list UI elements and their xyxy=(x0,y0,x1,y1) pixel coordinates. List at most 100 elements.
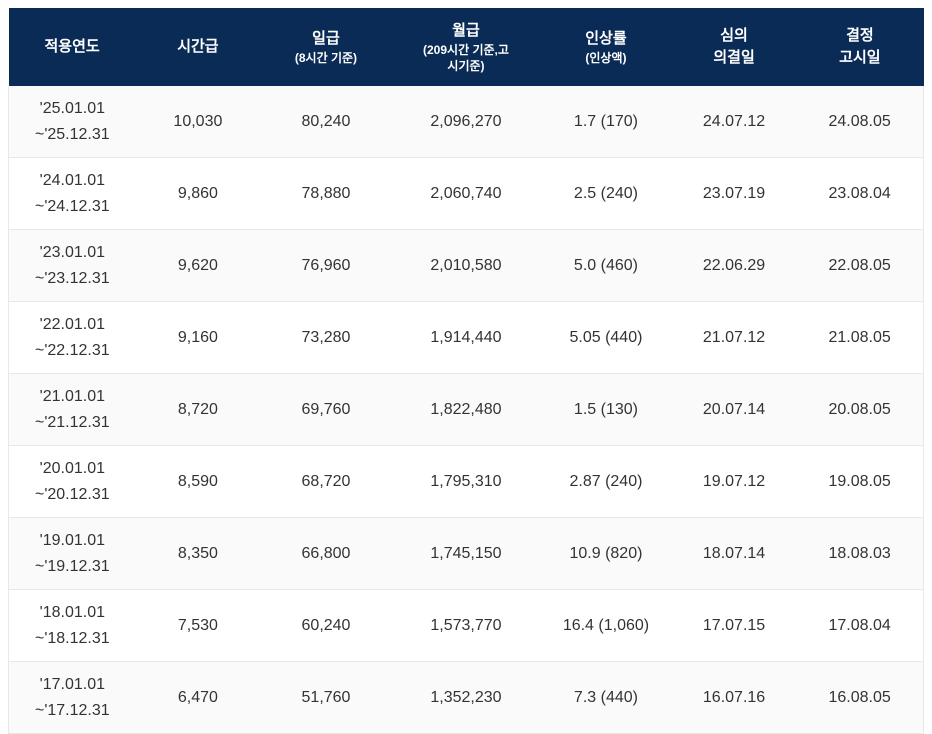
col-header-notice-date: 결정 고시일 xyxy=(796,8,924,86)
cell-daily-wage: 80,240 xyxy=(260,86,392,158)
cell-apply-year: '21.01.01 ~'21.12.31 xyxy=(7,373,136,446)
cell-daily-wage: 68,720 xyxy=(260,445,392,518)
apply-year-start: '24.01.01 xyxy=(39,171,105,189)
cell-increase-rate: 7.3 (440) xyxy=(540,661,672,734)
col-header-sublabel: (8시간 기준) xyxy=(294,50,358,65)
col-header-decision-date: 심의 의결일 xyxy=(671,8,797,86)
cell-daily-wage: 76,960 xyxy=(260,229,392,302)
apply-year-start: '25.01.01 xyxy=(39,99,105,117)
cell-apply-year: '25.01.01 ~'25.12.31 xyxy=(7,86,136,158)
cell-increase-rate: 2.5 (240) xyxy=(540,157,672,230)
cell-notice-date: 19.08.05 xyxy=(796,445,925,518)
cell-apply-year: '17.01.01 ~'17.12.31 xyxy=(7,661,136,734)
cell-hourly-wage: 6,470 xyxy=(135,661,261,734)
apply-year-end: ~'23.12.31 xyxy=(34,269,110,287)
cell-hourly-wage: 8,590 xyxy=(135,445,261,518)
cell-monthly-wage: 1,352,230 xyxy=(391,661,541,734)
cell-daily-wage: 69,760 xyxy=(260,373,392,446)
cell-notice-date: 16.08.05 xyxy=(796,661,925,734)
col-header-daily-wage: 일급 (8시간 기준) xyxy=(260,8,392,86)
cell-daily-wage: 60,240 xyxy=(260,589,392,662)
cell-monthly-wage: 1,795,310 xyxy=(391,445,541,518)
apply-year-start: '20.01.01 xyxy=(39,459,105,477)
col-header-label2: 고시일 xyxy=(839,49,881,66)
apply-year-start: '21.01.01 xyxy=(39,387,105,405)
cell-hourly-wage: 9,620 xyxy=(135,229,261,302)
table-row: '24.01.01 ~'24.12.31 9,860 78,880 2,060,… xyxy=(7,157,925,230)
apply-year-end: ~'17.12.31 xyxy=(34,701,110,719)
col-header-label: 심의 xyxy=(720,27,748,45)
apply-year-end: ~'21.12.31 xyxy=(34,413,110,431)
table-row: '20.01.01 ~'20.12.31 8,590 68,720 1,795,… xyxy=(7,445,925,518)
cell-monthly-wage: 1,822,480 xyxy=(391,373,541,446)
table-row: '21.01.01 ~'21.12.31 8,720 69,760 1,822,… xyxy=(7,373,925,446)
col-header-sublabel: (인상액) xyxy=(585,50,627,65)
cell-apply-year: '19.01.01 ~'19.12.31 xyxy=(7,517,136,590)
cell-monthly-wage: 1,914,440 xyxy=(391,301,541,374)
col-header-label: 적용연도 xyxy=(44,38,100,56)
cell-notice-date: 24.08.05 xyxy=(796,86,925,158)
col-header-label: 일급 xyxy=(312,30,340,48)
cell-notice-date: 18.08.03 xyxy=(796,517,925,590)
apply-year-start: '22.01.01 xyxy=(39,315,105,333)
cell-hourly-wage: 7,530 xyxy=(135,589,261,662)
cell-notice-date: 21.08.05 xyxy=(796,301,925,374)
apply-year-end: ~'25.12.31 xyxy=(34,125,110,143)
col-header-monthly-wage: 월급 (209시간 기준,고시기준) xyxy=(391,8,541,86)
cell-monthly-wage: 2,096,270 xyxy=(391,86,541,158)
cell-decision-date: 22.06.29 xyxy=(671,229,797,302)
cell-hourly-wage: 9,860 xyxy=(135,157,261,230)
col-header-label: 결정 xyxy=(846,27,874,45)
cell-decision-date: 18.07.14 xyxy=(671,517,797,590)
apply-year-end: ~'20.12.31 xyxy=(34,485,110,503)
cell-monthly-wage: 1,573,770 xyxy=(391,589,541,662)
col-header-label: 시간급 xyxy=(177,38,219,56)
apply-year-start: '19.01.01 xyxy=(39,531,105,549)
cell-decision-date: 24.07.12 xyxy=(671,86,797,158)
cell-notice-date: 22.08.05 xyxy=(796,229,925,302)
cell-hourly-wage: 9,160 xyxy=(135,301,261,374)
cell-decision-date: 19.07.12 xyxy=(671,445,797,518)
cell-apply-year: '23.01.01 ~'23.12.31 xyxy=(7,229,136,302)
minimum-wage-table: 적용연도 시간급 일급 (8시간 기준) 월급 (209시간 기준,고시기준) … xyxy=(7,8,925,734)
table-header-row: 적용연도 시간급 일급 (8시간 기준) 월급 (209시간 기준,고시기준) … xyxy=(8,8,924,86)
apply-year-end: ~'19.12.31 xyxy=(34,557,110,575)
cell-daily-wage: 73,280 xyxy=(260,301,392,374)
cell-monthly-wage: 2,010,580 xyxy=(391,229,541,302)
apply-year-end: ~'22.12.31 xyxy=(34,341,110,359)
cell-apply-year: '18.01.01 ~'18.12.31 xyxy=(7,589,136,662)
cell-increase-rate: 1.5 (130) xyxy=(540,373,672,446)
table-row: '25.01.01 ~'25.12.31 10,030 80,240 2,096… xyxy=(7,86,925,158)
table-row: '17.01.01 ~'17.12.31 6,470 51,760 1,352,… xyxy=(7,661,925,734)
cell-daily-wage: 66,800 xyxy=(260,517,392,590)
cell-hourly-wage: 8,350 xyxy=(135,517,261,590)
cell-increase-rate: 10.9 (820) xyxy=(540,517,672,590)
cell-increase-rate: 1.7 (170) xyxy=(540,86,672,158)
cell-decision-date: 23.07.19 xyxy=(671,157,797,230)
col-header-apply-year: 적용연도 xyxy=(8,8,136,86)
cell-hourly-wage: 10,030 xyxy=(135,86,261,158)
apply-year-start: '17.01.01 xyxy=(39,675,105,693)
cell-daily-wage: 51,760 xyxy=(260,661,392,734)
cell-increase-rate: 16.4 (1,060) xyxy=(540,589,672,662)
col-header-label: 인상률 xyxy=(585,30,627,48)
cell-decision-date: 16.07.16 xyxy=(671,661,797,734)
cell-daily-wage: 78,880 xyxy=(260,157,392,230)
table-row: '19.01.01 ~'19.12.31 8,350 66,800 1,745,… xyxy=(7,517,925,590)
cell-increase-rate: 5.0 (460) xyxy=(540,229,672,302)
apply-year-start: '23.01.01 xyxy=(39,243,105,261)
cell-apply-year: '22.01.01 ~'22.12.31 xyxy=(7,301,136,374)
col-header-sublabel: (209시간 기준,고시기준) xyxy=(423,42,509,73)
apply-year-end: ~'24.12.31 xyxy=(34,197,110,215)
cell-monthly-wage: 2,060,740 xyxy=(391,157,541,230)
cell-apply-year: '24.01.01 ~'24.12.31 xyxy=(7,157,136,230)
cell-increase-rate: 2.87 (240) xyxy=(540,445,672,518)
table-row: '18.01.01 ~'18.12.31 7,530 60,240 1,573,… xyxy=(7,589,925,662)
cell-notice-date: 17.08.04 xyxy=(796,589,925,662)
cell-monthly-wage: 1,745,150 xyxy=(391,517,541,590)
col-header-label: 월급 xyxy=(452,21,480,39)
cell-decision-date: 21.07.12 xyxy=(671,301,797,374)
cell-decision-date: 17.07.15 xyxy=(671,589,797,662)
col-header-hourly-wage: 시간급 xyxy=(135,8,261,86)
